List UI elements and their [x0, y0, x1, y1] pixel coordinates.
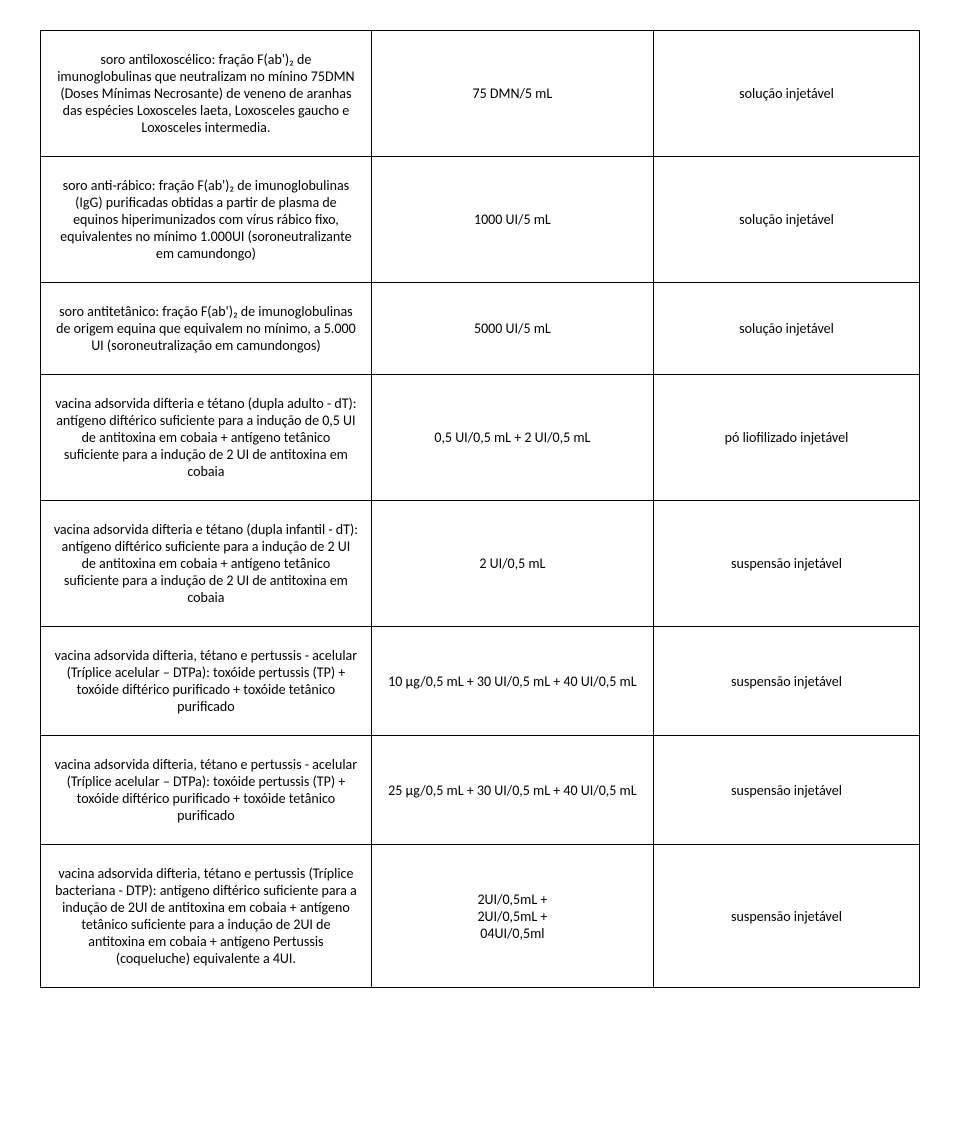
cell-dose: 25 μg/0,5 mL + 30 UI/0,5 mL + 40 UI/0,5 …	[371, 736, 653, 845]
cell-form: suspensão injetável	[653, 627, 919, 736]
table-row: vacina adsorvida difteria, tétano e pert…	[41, 845, 920, 988]
cell-desc: soro antiloxoscélico: fração F(ab')₂ de …	[41, 31, 372, 157]
cell-desc: vacina adsorvida difteria, tétano e pert…	[41, 627, 372, 736]
cell-form: suspensão injetável	[653, 501, 919, 627]
table-row: vacina adsorvida difteria e tétano (dupl…	[41, 375, 920, 501]
cell-dose: 75 DMN/5 mL	[371, 31, 653, 157]
medication-table: soro antiloxoscélico: fração F(ab')₂ de …	[40, 30, 920, 988]
table-row: vacina adsorvida difteria e tétano (dupl…	[41, 501, 920, 627]
cell-desc: vacina adsorvida difteria, tétano e pert…	[41, 845, 372, 988]
cell-form: solução injetável	[653, 283, 919, 375]
cell-desc: soro anti-rábico: fração F(ab')₂ de imun…	[41, 157, 372, 283]
cell-form: solução injetável	[653, 157, 919, 283]
cell-form: suspensão injetável	[653, 736, 919, 845]
cell-dose: 5000 UI/5 mL	[371, 283, 653, 375]
cell-dose: 10 μg/0,5 mL + 30 UI/0,5 mL + 40 UI/0,5 …	[371, 627, 653, 736]
cell-form: pó liofilizado injetável	[653, 375, 919, 501]
cell-form: suspensão injetável	[653, 845, 919, 988]
cell-desc: vacina adsorvida difteria e tétano (dupl…	[41, 375, 372, 501]
table-row: vacina adsorvida difteria, tétano e pert…	[41, 736, 920, 845]
cell-dose: 1000 UI/5 mL	[371, 157, 653, 283]
cell-desc: vacina adsorvida difteria, tétano e pert…	[41, 736, 372, 845]
cell-form: solução injetável	[653, 31, 919, 157]
cell-desc: vacina adsorvida difteria e tétano (dupl…	[41, 501, 372, 627]
table-row: soro anti-rábico: fração F(ab')₂ de imun…	[41, 157, 920, 283]
table-row: soro antiloxoscélico: fração F(ab')₂ de …	[41, 31, 920, 157]
table-row: vacina adsorvida difteria, tétano e pert…	[41, 627, 920, 736]
table-row: soro antitetânico: fração F(ab')₂ de imu…	[41, 283, 920, 375]
cell-desc: soro antitetânico: fração F(ab')₂ de imu…	[41, 283, 372, 375]
cell-dose: 2 UI/0,5 mL	[371, 501, 653, 627]
cell-dose: 0,5 UI/0,5 mL + 2 UI/0,5 mL	[371, 375, 653, 501]
cell-dose: 2UI/0,5mL + 2UI/0,5mL + 04UI/0,5ml	[371, 845, 653, 988]
